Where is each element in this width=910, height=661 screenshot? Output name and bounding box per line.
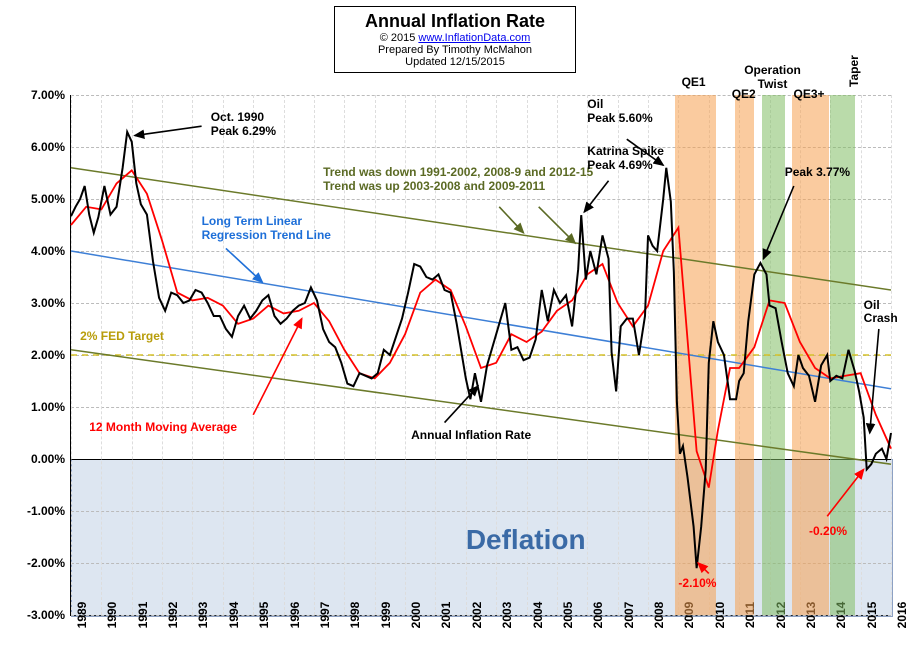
ytick-label: 4.00% [31, 244, 71, 258]
arrow [499, 207, 523, 233]
copyright-line: © 2015 www.InflationData.com [365, 32, 545, 44]
arrow [870, 329, 879, 433]
annotation: -2.10% [678, 577, 716, 591]
annotation: OilCrash [864, 299, 898, 327]
annotation: Annual Inflation Rate [411, 429, 531, 443]
annotation: OilPeak 5.60% [587, 98, 652, 126]
qe-label: QE1 [682, 75, 706, 89]
updated-date: Updated 12/15/2015 [365, 56, 545, 68]
qe-label: OperationTwist [744, 63, 801, 91]
title-box: Annual Inflation Rate © 2015 www.Inflati… [334, 6, 576, 73]
ytick-label: -3.00% [27, 608, 71, 622]
annotation: Katrina SpikePeak 4.69% [587, 145, 664, 173]
arrow [135, 126, 202, 135]
annotation: Peak 3.77% [785, 166, 850, 180]
arrow [445, 386, 478, 422]
annotation: Trend was down 1991-2002, 2008-9 and 201… [323, 166, 593, 194]
annotation: 2% FED Target [80, 330, 164, 344]
gridline-vertical [891, 95, 892, 615]
chart-title: Annual Inflation Rate [365, 11, 545, 32]
annotation: -0.20% [809, 525, 847, 539]
annotation: 12 Month Moving Average [89, 421, 237, 435]
annotation: Oct. 1990Peak 6.29% [211, 111, 276, 139]
ytick-label: 6.00% [31, 140, 71, 154]
ytick-label: -2.00% [27, 556, 71, 570]
xtick-label: 2016 [891, 602, 909, 629]
ytick-label: 7.00% [31, 88, 71, 102]
ytick-label: 2.00% [31, 348, 71, 362]
ytick-label: 5.00% [31, 192, 71, 206]
plot-area: QE1QE2OperationTwistQE3+Taper-3.00%-2.00… [70, 95, 891, 616]
arrow [226, 248, 262, 282]
arrow [763, 186, 793, 259]
copyright-prefix: © 2015 [380, 32, 419, 44]
ytick-label: 0.00% [31, 452, 71, 466]
source-link[interactable]: www.InflationData.com [418, 32, 530, 44]
arrow [253, 319, 302, 415]
chart-container: Annual Inflation Rate © 2015 www.Inflati… [0, 0, 910, 661]
ytick-label: 1.00% [31, 400, 71, 414]
arrow [827, 469, 863, 516]
arrow [539, 207, 575, 243]
ytick-label: 3.00% [31, 296, 71, 310]
prepared-by: Prepared By Timothy McMahon [365, 44, 545, 56]
ytick-label: -1.00% [27, 504, 71, 518]
qe-label: Taper [847, 55, 861, 87]
arrow [698, 563, 709, 573]
annotation: Long Term LinearRegression Trend Line [202, 215, 331, 243]
